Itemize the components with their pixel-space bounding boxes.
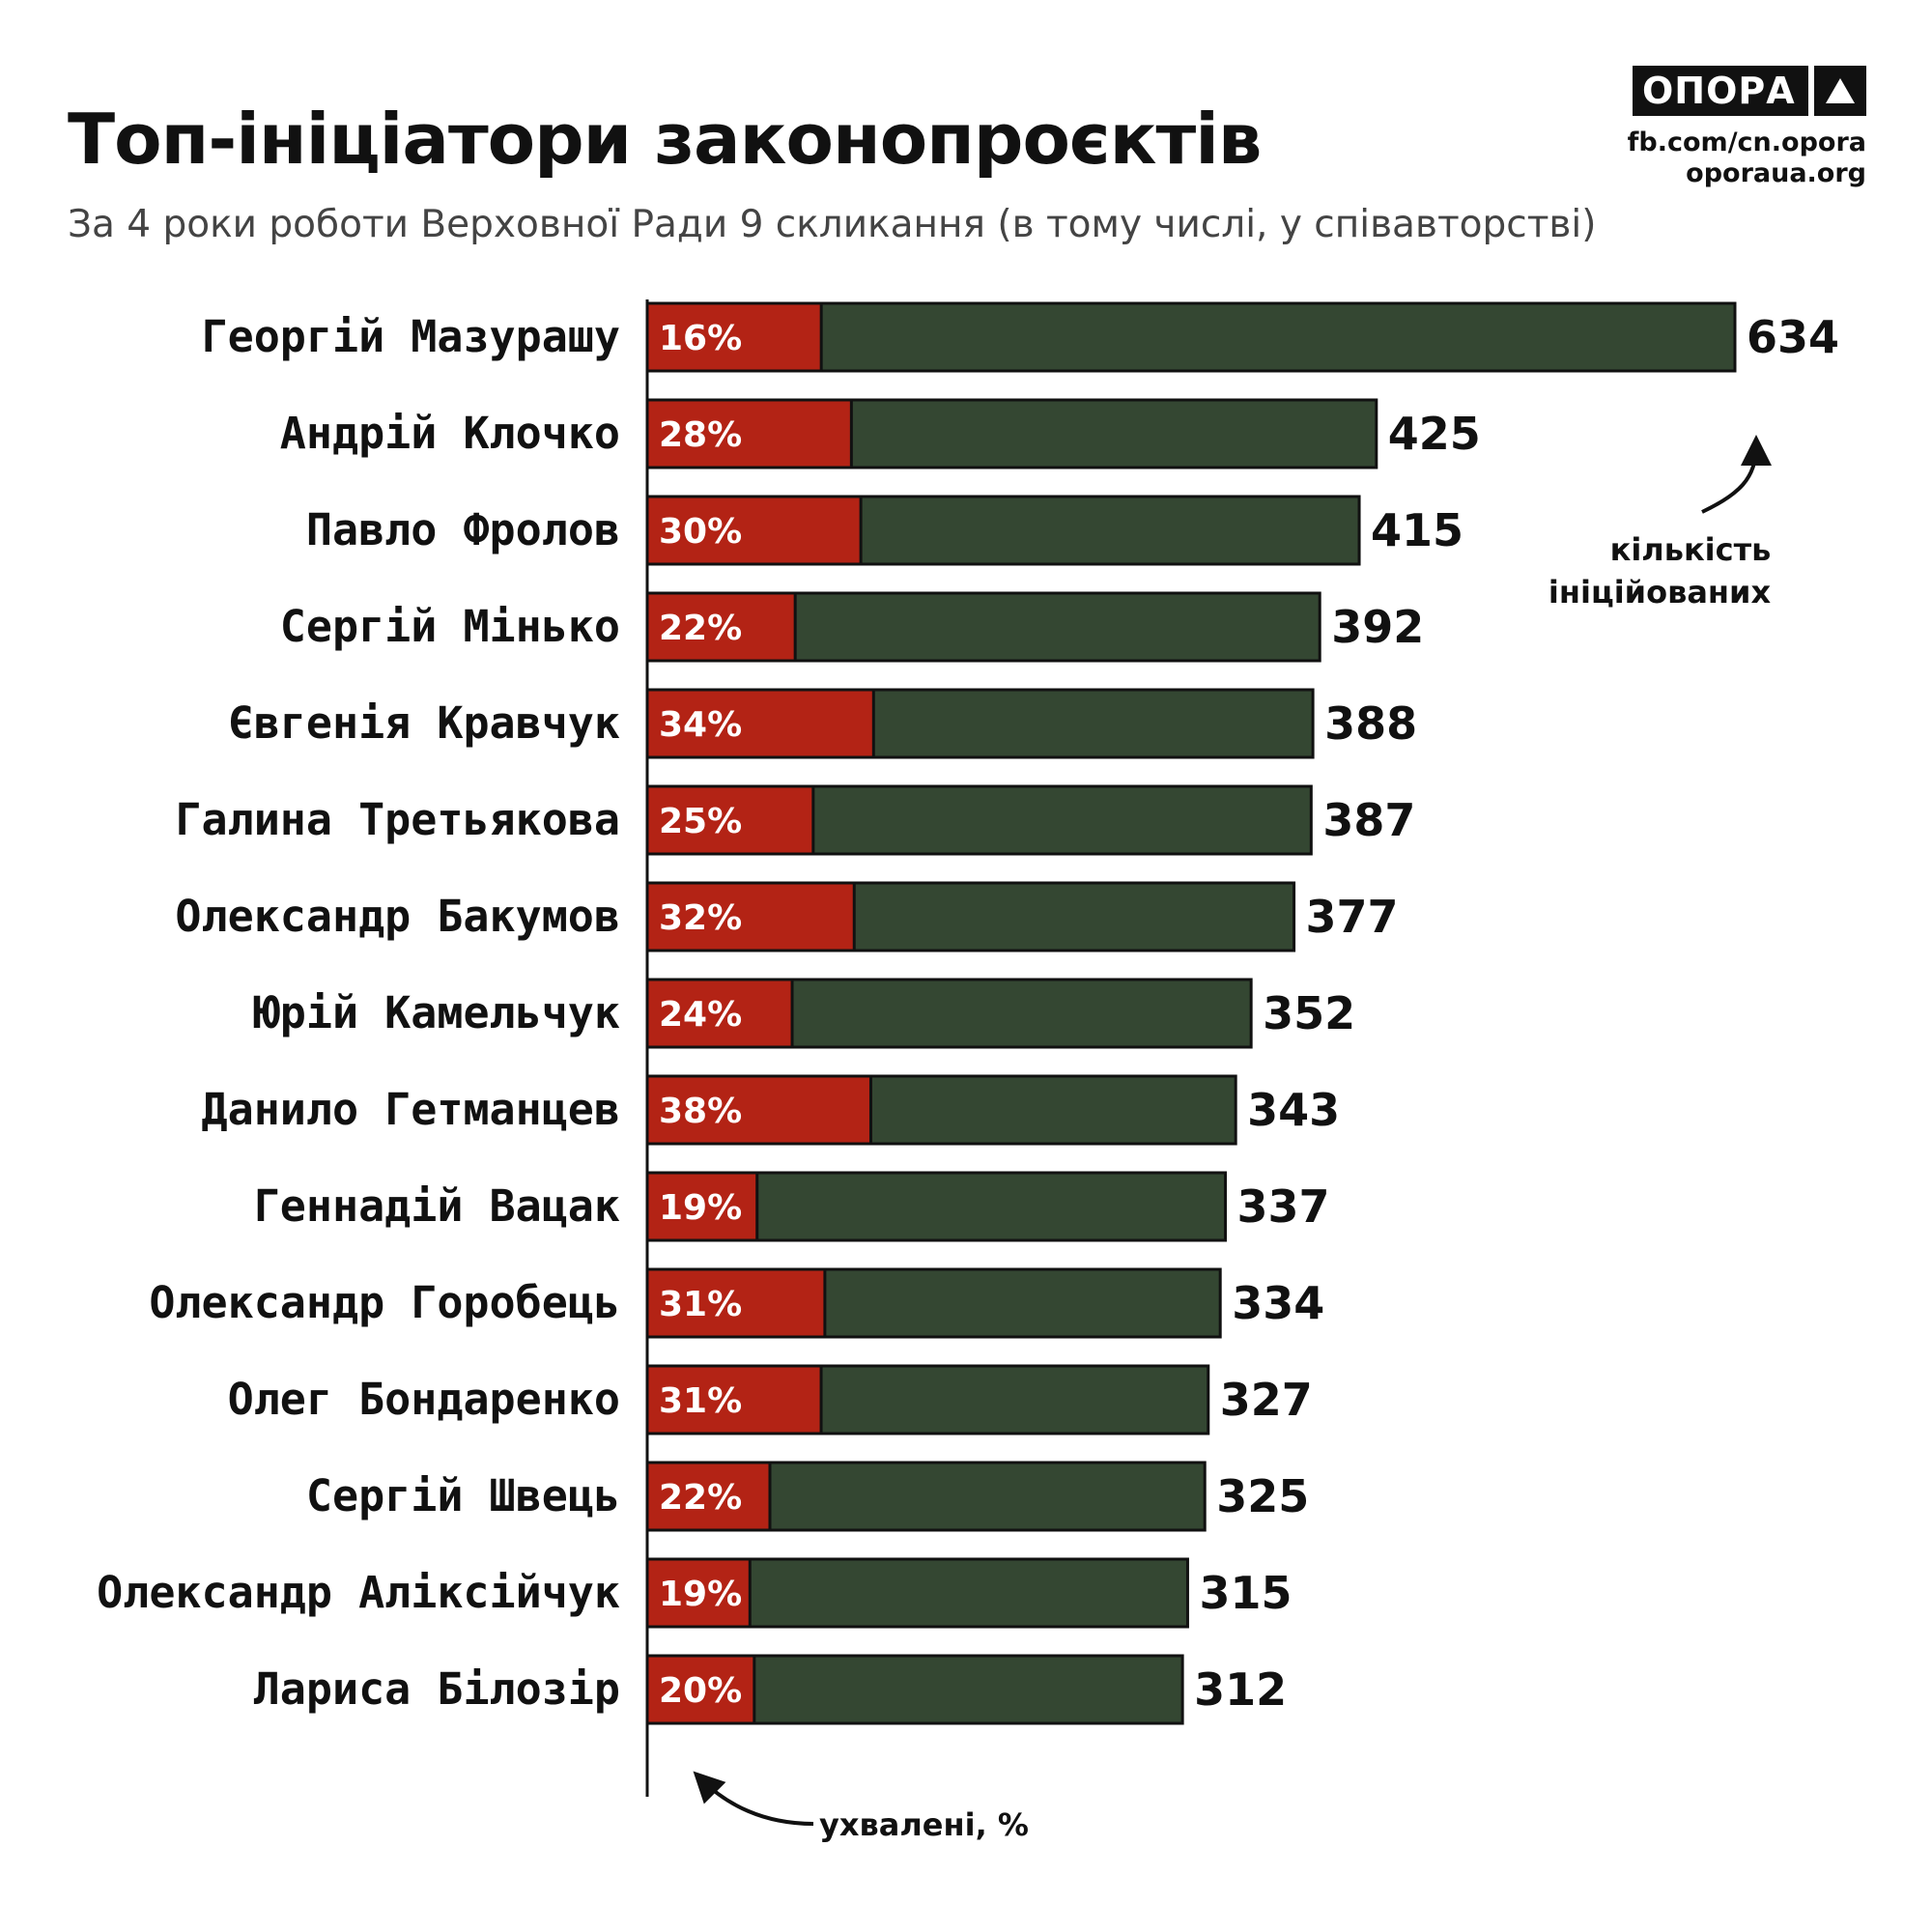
brand-links: fb.com/cn.opora oporaua.org (1628, 128, 1866, 189)
logo-separator (1808, 66, 1814, 116)
category-label: Олександр Аліксійчук (97, 1567, 620, 1618)
category-label: Олександр Горобець (149, 1277, 620, 1328)
total-value-label: 387 (1322, 794, 1415, 846)
total-value-label: 388 (1324, 697, 1417, 750)
approved-percent-label: 16% (659, 319, 742, 358)
total-value-label: 352 (1263, 987, 1355, 1039)
total-value-label: 415 (1371, 504, 1463, 556)
approved-bar (645, 881, 856, 952)
approved-percent-label: 28% (659, 415, 742, 455)
approved-percent-label: 22% (659, 1478, 742, 1518)
opora-logo: ОПОРА (1633, 66, 1866, 116)
approved-bar (645, 1171, 759, 1242)
category-label: Євгенія Кравчук (228, 697, 620, 749)
category-label: Данило Гетманцев (202, 1084, 620, 1135)
chart-title: Топ-ініціатори законопроєктів (68, 99, 1262, 180)
category-label: Юрій Камельчук (254, 987, 620, 1038)
annotation-approved: ухвалені, % (819, 1806, 1029, 1843)
approved-percent-label: 32% (659, 898, 742, 938)
category-label: Лариса Білозір (254, 1663, 620, 1715)
total-value-label: 377 (1306, 891, 1399, 943)
approved-bar (645, 398, 853, 469)
approved-percent-label: 31% (659, 1381, 742, 1421)
category-label: Георгій Мазурашу (202, 311, 620, 362)
annotation-total-line1: кількість (1610, 531, 1772, 568)
approved-percent-label: 34% (659, 705, 742, 745)
annotation-arrow-total (1701, 435, 1772, 514)
website-link[interactable]: oporaua.org (1686, 158, 1866, 188)
approved-percent-label: 24% (659, 995, 742, 1035)
approved-percent-label: 19% (659, 1188, 742, 1228)
category-label: Павло Фролов (306, 504, 620, 555)
category-label: Галина Третьякова (175, 794, 620, 845)
approved-percent-label: 30% (659, 512, 742, 552)
total-value-label: 327 (1220, 1374, 1313, 1426)
approved-percent-label: 31% (659, 1285, 742, 1324)
category-label: Сергій Мінько (280, 601, 620, 652)
triangle-icon (1814, 66, 1866, 116)
approved-bar (645, 1654, 756, 1725)
logo-text: ОПОРА (1642, 70, 1796, 112)
facebook-link[interactable]: fb.com/cn.opora (1627, 128, 1866, 157)
category-label: Андрій Клочко (280, 408, 620, 459)
total-value-label: 325 (1216, 1470, 1309, 1522)
total-value-label: 343 (1247, 1084, 1340, 1136)
approved-bar (645, 688, 875, 759)
approved-percent-label: 25% (659, 802, 742, 841)
total-value-label: 315 (1199, 1567, 1292, 1619)
approved-percent-label: 38% (659, 1092, 742, 1131)
approved-percent-label: 20% (659, 1671, 742, 1711)
approved-percent-label: 19% (659, 1575, 742, 1614)
total-value-label: 425 (1388, 408, 1481, 460)
approved-bar (645, 1364, 823, 1435)
category-label: Сергій Швець (306, 1470, 620, 1521)
total-value-label: 312 (1194, 1663, 1287, 1716)
annotation-total-line2: ініційованих (1548, 574, 1772, 611)
chart-subtitle: За 4 роки роботи Верховної Ради 9 склика… (68, 203, 1597, 246)
category-label: Геннадій Вацак (254, 1180, 620, 1232)
approved-bar (645, 1557, 752, 1629)
total-value-label: 337 (1237, 1180, 1330, 1233)
total-value-label: 392 (1331, 601, 1424, 653)
total-bar (645, 301, 1737, 373)
total-value-label: 634 (1747, 311, 1839, 363)
total-value-label: 334 (1232, 1277, 1324, 1329)
approved-percent-label: 22% (659, 609, 742, 648)
approved-bar (645, 495, 863, 566)
approved-bar (645, 591, 797, 663)
category-label: Олександр Бакумов (175, 891, 620, 942)
approved-bar (645, 1461, 772, 1532)
approved-bar (645, 301, 823, 373)
category-label: Олег Бондаренко (228, 1374, 620, 1425)
annotation-arrow-approved (693, 1771, 814, 1826)
